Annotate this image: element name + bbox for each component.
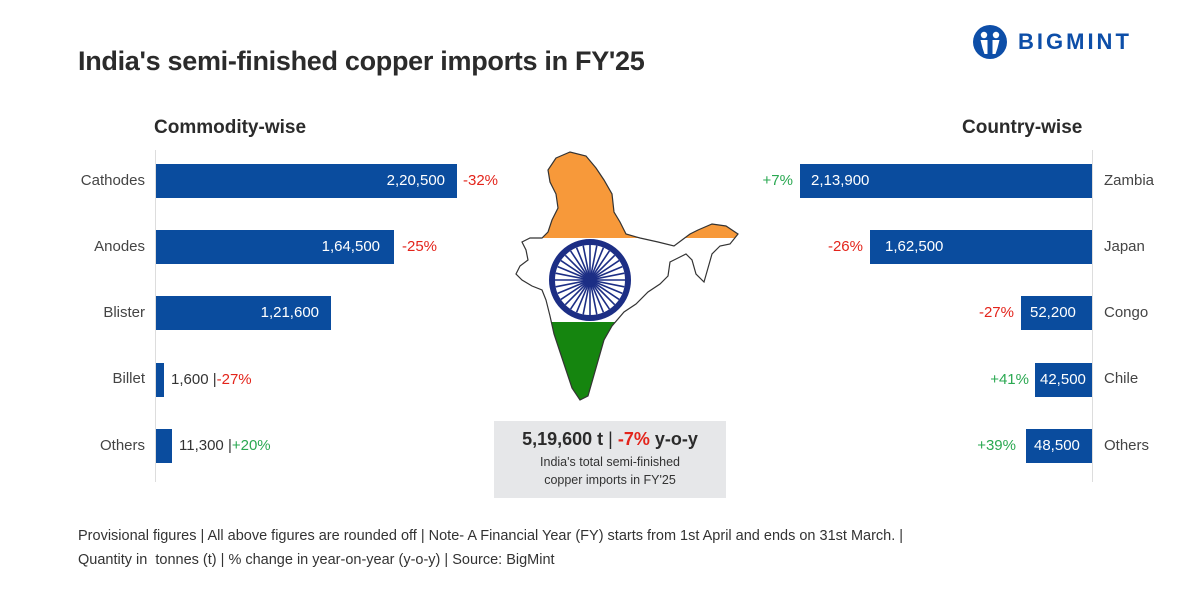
- category-label: Cathodes: [80, 172, 145, 189]
- total-change: -7%: [617, 429, 650, 449]
- change-value: -27%: [216, 371, 252, 388]
- change-value: +7%: [762, 172, 793, 189]
- category-label: Congo: [1104, 304, 1149, 321]
- bar-zambia: 2,13,900: [800, 164, 1092, 198]
- total-description: India's total semi-finished copper impor…: [494, 453, 726, 489]
- change-value: +20%: [231, 437, 271, 454]
- bar-value: 52,200: [1030, 304, 1076, 321]
- category-label: Japan: [1104, 238, 1145, 255]
- bigmint-logo: BIGMINT: [972, 24, 1132, 60]
- change-value: -26%: [827, 238, 863, 255]
- bar-others: [156, 429, 172, 463]
- country-axis-line: [1092, 150, 1093, 482]
- external-value: 1,600 |-27%: [171, 363, 252, 397]
- total-value: 5,19,600 t: [522, 429, 604, 449]
- total-suffix: y-o-y: [654, 429, 698, 449]
- bar-value: 2,13,900: [811, 172, 870, 189]
- bar-value: 1,64,500: [321, 238, 380, 255]
- category-label: Chile: [1104, 370, 1139, 387]
- total-separator: |: [608, 429, 613, 449]
- total-description-line2: copper imports in FY'25: [544, 473, 676, 487]
- bigmint-logo-icon: [973, 25, 1007, 59]
- bar-cathodes: 2,20,500: [156, 164, 457, 198]
- category-label: Zambia: [1104, 172, 1155, 189]
- change-value: -25%: [402, 238, 438, 255]
- bar-anodes: 1,64,500: [156, 230, 394, 264]
- bar-value: 11,300: [179, 437, 224, 454]
- change-value: -32%: [463, 172, 499, 189]
- country-section-title: Country-wise: [962, 117, 1083, 138]
- bar-value: 42,500: [1040, 371, 1086, 388]
- bar-others-country: 48,500: [1026, 429, 1092, 463]
- bar-value: 1,600: [171, 371, 209, 388]
- bar-billet: [156, 363, 164, 397]
- bar-japan: 1,62,500: [870, 230, 1092, 264]
- footer-line1: Provisional figures | All above figures …: [78, 528, 904, 544]
- india-flag-map-icon: [515, 151, 739, 401]
- total-headline: 5,19,600 t | -7% y-o-y: [494, 429, 726, 450]
- bar-value: 48,500: [1034, 437, 1080, 454]
- category-label: Billet: [112, 370, 145, 387]
- footer-notes: Provisional figures | All above figures …: [78, 524, 903, 572]
- total-summary-box: 5,19,600 t | -7% y-o-y India's total sem…: [494, 421, 726, 498]
- bar-congo: 52,200: [1021, 296, 1092, 330]
- footer-line2: Quantity in tonnes (t) | % change in yea…: [78, 552, 555, 568]
- bar-value: 1,62,500: [885, 238, 944, 255]
- category-label: Blister: [103, 304, 145, 321]
- category-label: Others: [99, 437, 145, 454]
- commodity-section-title: Commodity-wise: [154, 117, 307, 138]
- commodity-axis-line: [155, 150, 156, 482]
- change-value: +41%: [990, 371, 1029, 388]
- bar-chile: 42,500: [1035, 363, 1092, 397]
- separator: |: [227, 437, 232, 454]
- bar-value: 2,20,500: [386, 172, 445, 189]
- brand-name: BIGMINT: [1018, 29, 1132, 54]
- category-label: Others: [1104, 437, 1150, 454]
- ashoka-chakra-icon: [549, 239, 631, 321]
- separator: |: [212, 371, 217, 388]
- chart-title: India's semi-finished copper imports in …: [78, 46, 645, 76]
- bar-blister: 1,21,600: [156, 296, 331, 330]
- change-value: -27%: [978, 304, 1014, 321]
- category-label: Anodes: [94, 238, 145, 255]
- total-description-line1: India's total semi-finished: [540, 455, 680, 469]
- bar-value: 1,21,600: [260, 304, 319, 321]
- change-value: +39%: [977, 437, 1016, 454]
- external-value: 11,300 |+20%: [179, 429, 271, 463]
